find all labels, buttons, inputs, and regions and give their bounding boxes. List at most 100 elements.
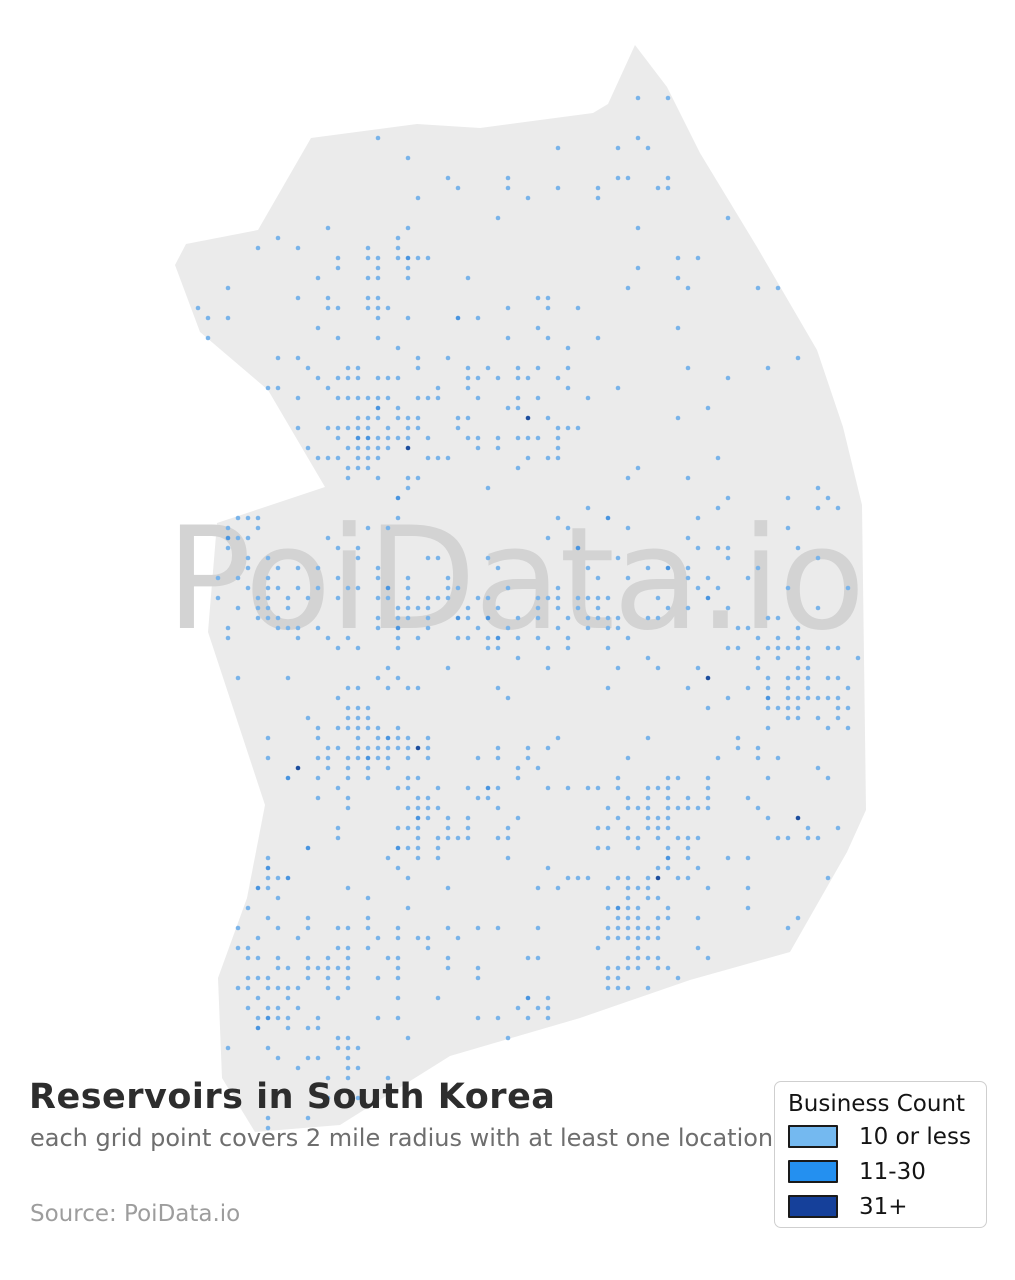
map-dot xyxy=(365,275,371,281)
map-dot xyxy=(415,745,421,751)
map-dot xyxy=(335,1045,341,1051)
map-dot xyxy=(375,565,381,571)
map-dot xyxy=(445,965,451,971)
map-dot xyxy=(395,405,401,411)
map-dot xyxy=(495,805,501,811)
dot-layer xyxy=(195,95,861,1131)
map-dot xyxy=(515,815,521,821)
map-dot xyxy=(375,935,381,941)
map-dot xyxy=(415,685,421,691)
map-dot xyxy=(295,585,301,591)
map-dot xyxy=(605,885,611,891)
map-dot xyxy=(405,785,411,791)
map-dot xyxy=(415,935,421,941)
map-dot xyxy=(735,735,741,741)
map-dot xyxy=(345,585,351,591)
map-dot xyxy=(455,835,461,841)
map-dot xyxy=(495,685,501,691)
map-dot xyxy=(505,695,511,701)
map-dot xyxy=(545,415,551,421)
map-dot xyxy=(765,725,771,731)
map-dot xyxy=(665,805,671,811)
map-dot xyxy=(595,785,601,791)
map-dot xyxy=(585,625,591,631)
map-dot xyxy=(345,1065,351,1071)
map-dot xyxy=(755,635,761,641)
map-dot xyxy=(405,905,411,911)
map-dot xyxy=(735,745,741,751)
map-dot xyxy=(315,1025,321,1031)
map-dot xyxy=(805,665,811,671)
map-dot xyxy=(275,955,281,961)
map-dot xyxy=(285,625,291,631)
map-dot xyxy=(445,825,451,831)
map-dot xyxy=(235,675,241,681)
legend-title: Business Count xyxy=(788,1091,966,1117)
map-dot xyxy=(415,635,421,641)
map-dot xyxy=(645,935,651,941)
map-dot xyxy=(295,1005,301,1011)
map-dot xyxy=(215,595,221,601)
map-dot xyxy=(445,925,451,931)
map-dot xyxy=(465,275,471,281)
map-dot xyxy=(815,715,821,721)
map-dot xyxy=(295,425,301,431)
map-dot xyxy=(745,885,751,891)
map-dot xyxy=(525,375,531,381)
map-dot xyxy=(255,935,261,941)
map-dot xyxy=(335,1035,341,1041)
map-dot xyxy=(415,395,421,401)
map-dot xyxy=(465,375,471,381)
map-dot xyxy=(705,795,711,801)
map-dot xyxy=(395,925,401,931)
legend-item-mid: 11-30 xyxy=(788,1154,974,1189)
map-dot xyxy=(605,615,611,621)
map-dot xyxy=(805,685,811,691)
map-dot xyxy=(755,665,761,671)
map-dot xyxy=(605,985,611,991)
map-dot xyxy=(635,885,641,891)
map-dot xyxy=(445,885,451,891)
map-dot xyxy=(405,735,411,741)
map-dot xyxy=(485,595,491,601)
map-dot xyxy=(375,975,381,981)
map-dot xyxy=(285,1015,291,1021)
map-dot xyxy=(265,735,271,741)
map-dot xyxy=(405,435,411,441)
map-dot xyxy=(425,595,431,601)
map-dot xyxy=(335,745,341,751)
map-dot xyxy=(245,555,251,561)
map-dot xyxy=(405,595,411,601)
map-dot xyxy=(615,555,621,561)
map-dot xyxy=(395,675,401,681)
map-dot xyxy=(365,715,371,721)
map-dot xyxy=(275,625,281,631)
map-dot xyxy=(405,255,411,261)
map-dot xyxy=(715,545,721,551)
map-dot xyxy=(385,735,391,741)
map-dot xyxy=(335,425,341,431)
map-dot xyxy=(385,375,391,381)
map-dot xyxy=(615,665,621,671)
map-dot xyxy=(575,605,581,611)
legend-swatch-low-icon xyxy=(788,1125,838,1148)
map-dot xyxy=(395,345,401,351)
map-dot xyxy=(465,815,471,821)
map-dot xyxy=(675,835,681,841)
map-dot xyxy=(385,685,391,691)
map-dot xyxy=(235,945,241,951)
map-dot xyxy=(405,575,411,581)
map-dot xyxy=(285,1025,291,1031)
map-dot xyxy=(295,295,301,301)
map-dot xyxy=(395,635,401,641)
map-dot xyxy=(275,1015,281,1021)
map-dot xyxy=(285,995,291,1001)
map-dot xyxy=(675,275,681,281)
map-dot xyxy=(385,395,391,401)
map-dot xyxy=(235,925,241,931)
map-dot xyxy=(375,415,381,421)
map-dot xyxy=(675,415,681,421)
map-dot xyxy=(625,835,631,841)
map-dot xyxy=(755,285,761,291)
map-dot xyxy=(625,885,631,891)
